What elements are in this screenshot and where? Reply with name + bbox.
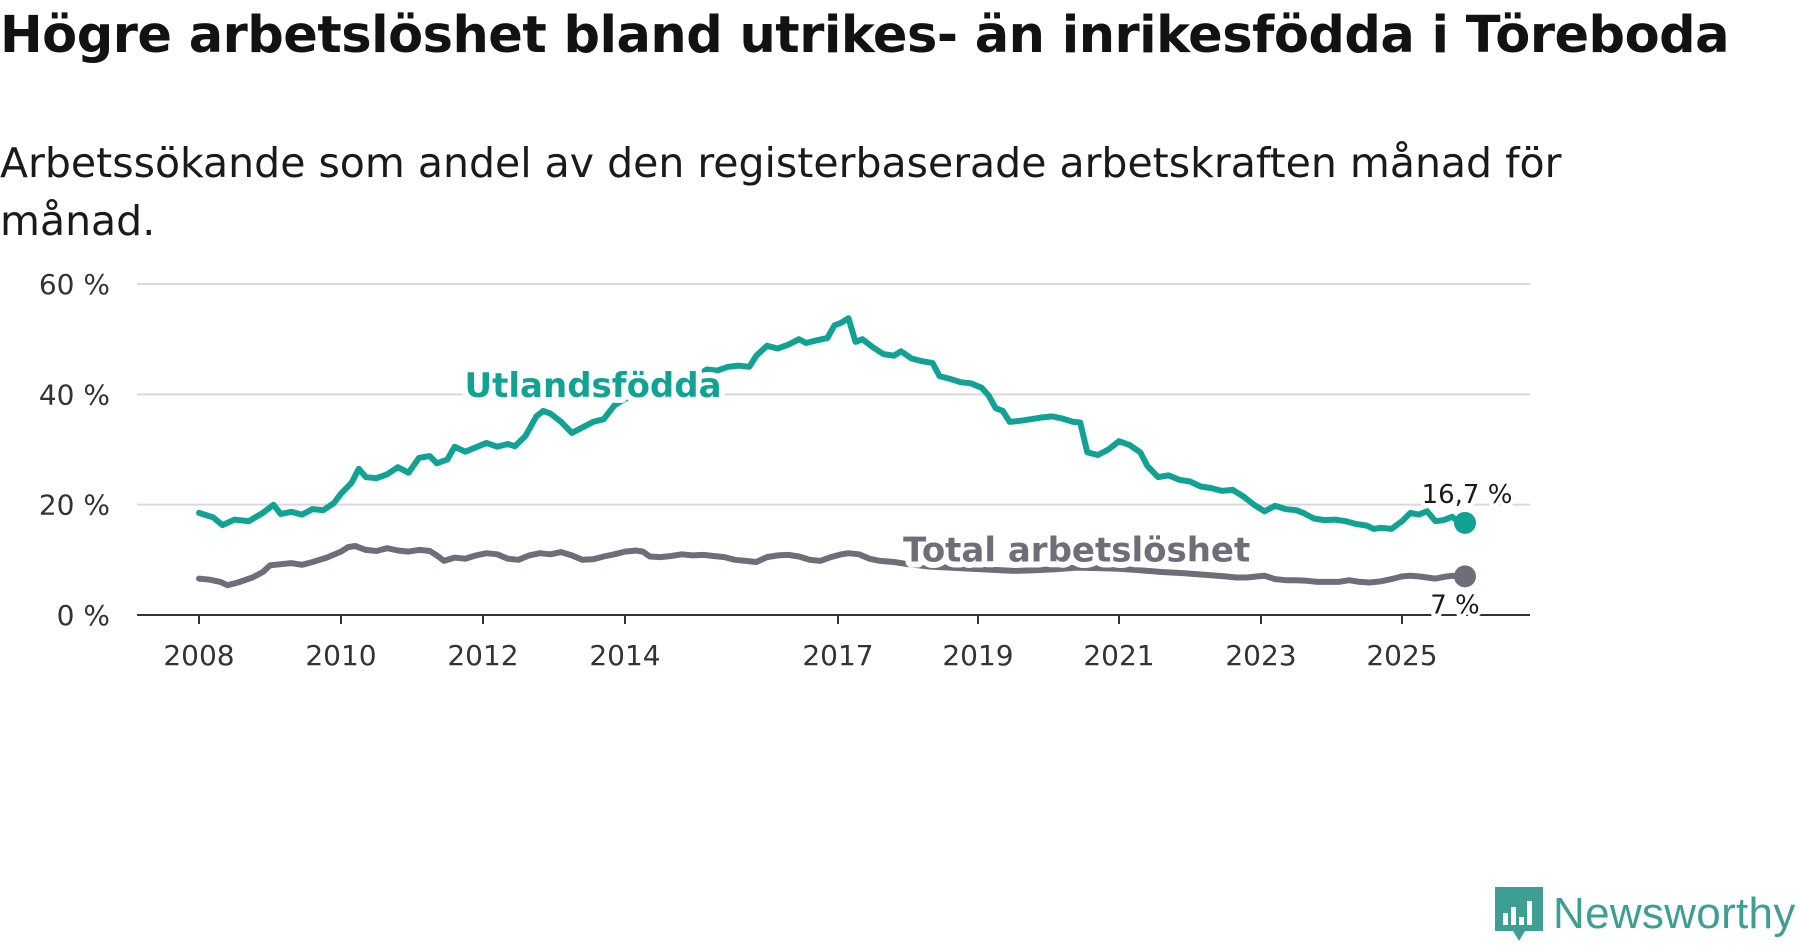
end-value-label: 16,7 % [1422, 480, 1513, 510]
end-point-marker [1454, 565, 1476, 588]
y-tick-label: 20 % [39, 489, 110, 522]
x-tick-label: 2025 [1366, 639, 1437, 672]
x-tick-label: 2014 [589, 639, 660, 672]
x-tick-label: 2021 [1083, 639, 1154, 672]
series-label: Utlandsfödda [465, 366, 722, 406]
page-title: Högre arbetslöshet bland utrikes- än inr… [0, 6, 1730, 65]
y-tick-label: 40 % [39, 378, 110, 411]
x-tick-label: 2017 [802, 639, 873, 672]
end-value-label: 7 % [1430, 590, 1480, 620]
series-line-total [196, 543, 1468, 589]
series-line-utlandsfodda [196, 315, 1468, 532]
x-tick-label: 2012 [447, 639, 518, 672]
x-tick-label: 2010 [305, 639, 376, 672]
end-point-marker [1454, 511, 1476, 534]
y-tick-label: 0 % [57, 599, 110, 632]
brand-name: Newsworthy [1553, 889, 1796, 938]
brand-logo: Newsworthy [1493, 885, 1796, 943]
x-tick-label: 2008 [163, 639, 234, 672]
x-tick-label: 2019 [942, 639, 1013, 672]
y-tick-label: 60 % [39, 268, 110, 301]
series-label: Total arbetslöshet [903, 530, 1250, 570]
newsworthy-logo-icon [1495, 887, 1543, 941]
page-subtitle: Arbetssökande som andel av den registerb… [0, 139, 1562, 245]
x-tick-label: 2023 [1225, 639, 1296, 672]
